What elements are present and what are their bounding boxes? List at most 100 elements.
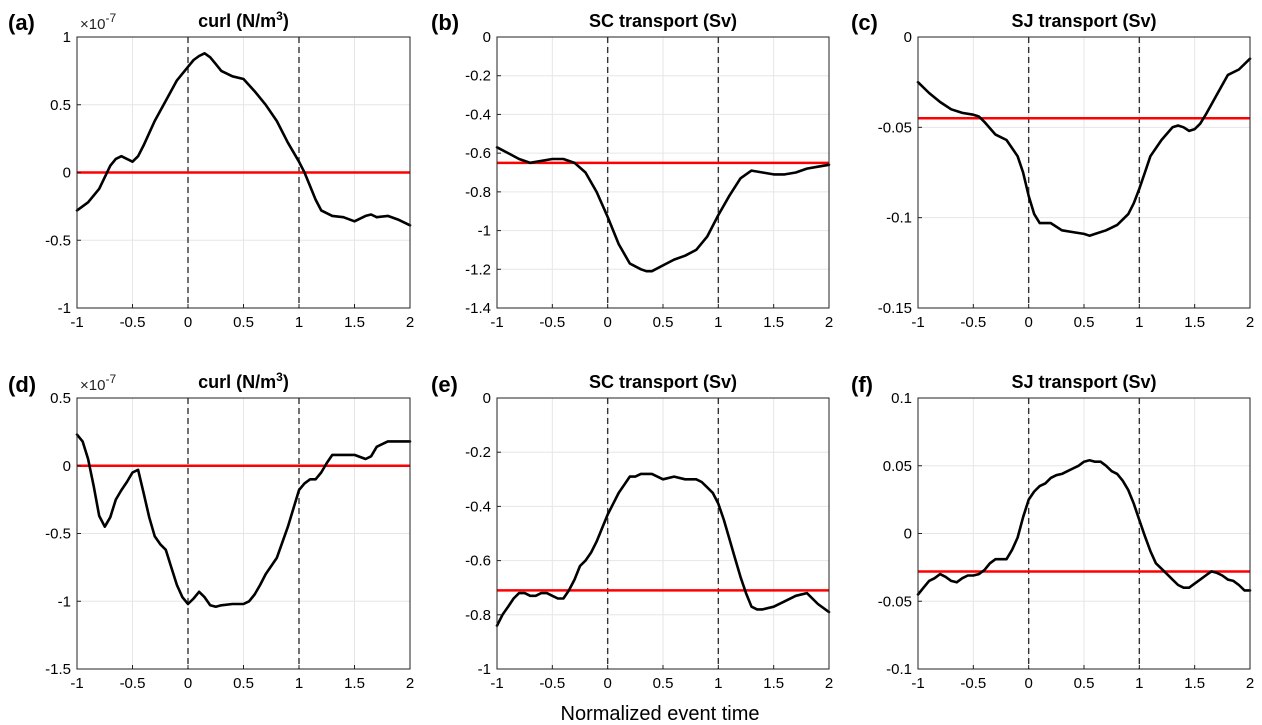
chart-1-xtick-label-1: -0.5 bbox=[539, 314, 565, 331]
chart-2-ytick-label-1: -0.1 bbox=[886, 210, 912, 227]
x-axis-label: Normalized event time bbox=[561, 703, 760, 725]
chart-4-ytick-label-0: -1 bbox=[478, 661, 491, 678]
chart-2-ytick-label-3: 0 bbox=[904, 29, 912, 46]
chart-3-xtick-label-4: 1 bbox=[295, 675, 303, 692]
chart-1-series-line bbox=[495, 146, 831, 273]
chart-1-xtick-label-5: 1.5 bbox=[763, 314, 784, 331]
chart-1-ytick-label-0: -1.4 bbox=[465, 300, 491, 317]
chart-5-xtick-label-2: 0 bbox=[1024, 675, 1032, 692]
chart-4-title: SC transport (Sv) bbox=[589, 372, 737, 392]
chart-2-xtick-label-5: 1.5 bbox=[1184, 314, 1205, 331]
chart-1-ytick-label-4: -0.6 bbox=[465, 145, 491, 162]
chart-2-xtick-label-4: 1 bbox=[1135, 314, 1143, 331]
chart-0-title-text: curl (N/m bbox=[198, 11, 276, 31]
chart-0-xtick-label-6: 2 bbox=[406, 314, 414, 331]
chart-3-ytick-label-3: 0 bbox=[63, 458, 71, 475]
chart-0-xtick-label-0: -1 bbox=[70, 314, 83, 331]
chart-0-ytick-label-4: 1 bbox=[63, 29, 71, 46]
chart-2-panel-letter: (c) bbox=[851, 10, 878, 35]
chart-5-ytick-label-1: -0.05 bbox=[878, 593, 912, 610]
chart-5-panel-letter: (f) bbox=[851, 372, 873, 397]
chart-0-panel-letter: (a) bbox=[8, 10, 35, 35]
chart-3-ytick-label-0: -1.5 bbox=[45, 661, 71, 678]
chart-5-ytick-label-0: -0.1 bbox=[886, 661, 912, 678]
chart-4-xtick-label-1: -0.5 bbox=[539, 675, 565, 692]
chart-3-title: curl (N/m3) bbox=[198, 370, 289, 392]
chart-0-exponent-base: ×10 bbox=[80, 16, 105, 33]
chart-3-xtick-label-0: -1 bbox=[70, 675, 83, 692]
chart-4-xtick-label-4: 1 bbox=[714, 675, 722, 692]
chart-2-ytick-label-0: -0.15 bbox=[878, 300, 912, 317]
chart-0-ytick-label-2: 0 bbox=[63, 165, 71, 182]
chart-0: -1 -0.5 0 0.5 1 1.5 2 -1 -0.5 0 0.5 1 (a) curl (N/m3)… bbox=[8, 9, 414, 331]
chart-5-ytick-label-4: 0.1 bbox=[891, 390, 912, 407]
chart-4-xtick-label-3: 0.5 bbox=[653, 675, 674, 692]
chart-3-title-text: curl (N/m bbox=[198, 372, 276, 392]
chart-4-ytick-label-3: -0.4 bbox=[465, 498, 491, 515]
chart-1-ytick-label-5: -0.4 bbox=[465, 106, 491, 123]
chart-5-xtick-label-5: 1.5 bbox=[1184, 675, 1205, 692]
chart-4-series-line bbox=[495, 472, 831, 627]
chart-2-ytick-label-2: -0.05 bbox=[878, 119, 912, 136]
chart-1-ytick-label-2: -1 bbox=[478, 223, 491, 240]
chart-3-title-tail: ) bbox=[283, 372, 289, 392]
chart-5-title: SJ transport (Sv) bbox=[1011, 372, 1156, 392]
chart-5-xtick-label-3: 0.5 bbox=[1074, 675, 1095, 692]
chart-1-ytick-label-7: 0 bbox=[483, 29, 491, 46]
chart-3-exponent: ×10-7 bbox=[80, 372, 116, 394]
chart-0-ytick-label-0: -1 bbox=[58, 300, 71, 317]
chart-5-series-line bbox=[916, 458, 1252, 596]
chart-0-xtick-label-1: -0.5 bbox=[120, 314, 146, 331]
chart-1-xtick-label-2: 0 bbox=[603, 314, 611, 331]
chart-5-ytick-label-3: 0.05 bbox=[883, 458, 912, 475]
chart-0-xtick-label-2: 0 bbox=[184, 314, 192, 331]
chart-1-xtick-label-0: -1 bbox=[490, 314, 503, 331]
chart-2-xtick-label-0: -1 bbox=[911, 314, 924, 331]
chart-4-ytick-label-5: 0 bbox=[483, 390, 491, 407]
chart-2-title: SJ transport (Sv) bbox=[1011, 11, 1156, 31]
chart-4-xtick-label-2: 0 bbox=[603, 675, 611, 692]
chart-3-title-superscript: 3 bbox=[276, 370, 283, 384]
chart-1-title: SC transport (Sv) bbox=[589, 11, 737, 31]
chart-1: -1 -0.5 0 0.5 1 1.5 2 -1.4 -1.2 -1 -0.8 -0.6 -0.4 -0.… bbox=[431, 10, 833, 331]
chart-3-xtick-label-1: -0.5 bbox=[120, 675, 146, 692]
chart-3-xtick-label-5: 1.5 bbox=[344, 675, 365, 692]
chart-4-ytick-label-4: -0.2 bbox=[465, 444, 491, 461]
chart-1-xtick-label-6: 2 bbox=[825, 314, 833, 331]
chart-2-xtick-label-1: -0.5 bbox=[960, 314, 986, 331]
chart-0-title-superscript: 3 bbox=[276, 9, 283, 23]
chart-0-xtick-label-3: 0.5 bbox=[233, 314, 254, 331]
chart-5-xtick-label-0: -1 bbox=[911, 675, 924, 692]
chart-3-exponent-base: ×10 bbox=[80, 377, 105, 394]
chart-4-ytick-label-1: -0.8 bbox=[465, 607, 491, 624]
chart-3-xtick-label-3: 0.5 bbox=[233, 675, 254, 692]
chart-1-xtick-label-3: 0.5 bbox=[653, 314, 674, 331]
chart-1-title-text: SC transport (Sv) bbox=[589, 11, 737, 31]
chart-2-xtick-label-3: 0.5 bbox=[1074, 314, 1095, 331]
chart-0-ytick-label-1: -0.5 bbox=[45, 232, 71, 249]
chart-5-xtick-label-1: -0.5 bbox=[960, 675, 986, 692]
chart-0-title: curl (N/m3) bbox=[198, 9, 289, 31]
chart-5-title-text: SJ transport (Sv) bbox=[1011, 372, 1156, 392]
chart-0-exponent-power: -7 bbox=[105, 11, 116, 25]
chart-1-ytick-label-6: -0.2 bbox=[465, 68, 491, 85]
chart-3-ytick-label-4: 0.5 bbox=[50, 390, 71, 407]
chart-4: -1 -0.5 0 0.5 1 1.5 2 -1 -0.8 -0.6 -0.4 -0.2 0 (e) SC … bbox=[431, 372, 833, 692]
chart-3: -1 -0.5 0 0.5 1 1.5 2-1.5-1-0.500.5(d) curl (N/… bbox=[8, 370, 414, 692]
chart-4-ytick-label-2: -0.6 bbox=[465, 553, 491, 570]
chart-3-exponent-power: -7 bbox=[105, 372, 116, 386]
chart-4-xtick-label-0: -1 bbox=[490, 675, 503, 692]
chart-5-ytick-label-2: 0 bbox=[904, 526, 912, 543]
chart-5: -1 -0.5 0 0.5 1 1.5 2 -0.1 -0.05 0 0.05 0.1 (f) SJ tr… bbox=[851, 372, 1254, 692]
chart-3-xtick-label-6: 2 bbox=[406, 675, 414, 692]
chart-3-xtick-label-2: 0 bbox=[184, 675, 192, 692]
chart-3-ytick-label-1: -1 bbox=[58, 593, 71, 610]
chart-0-title-tail: ) bbox=[283, 11, 289, 31]
chart-4-title-text: SC transport (Sv) bbox=[589, 372, 737, 392]
chart-0-ytick-label-3: 0.5 bbox=[50, 97, 71, 114]
chart-2-xtick-label-6: 2 bbox=[1246, 314, 1254, 331]
chart-0-xtick-label-5: 1.5 bbox=[344, 314, 365, 331]
chart-1-ytick-label-1: -1.2 bbox=[465, 261, 491, 278]
chart-2-title-text: SJ transport (Sv) bbox=[1011, 11, 1156, 31]
